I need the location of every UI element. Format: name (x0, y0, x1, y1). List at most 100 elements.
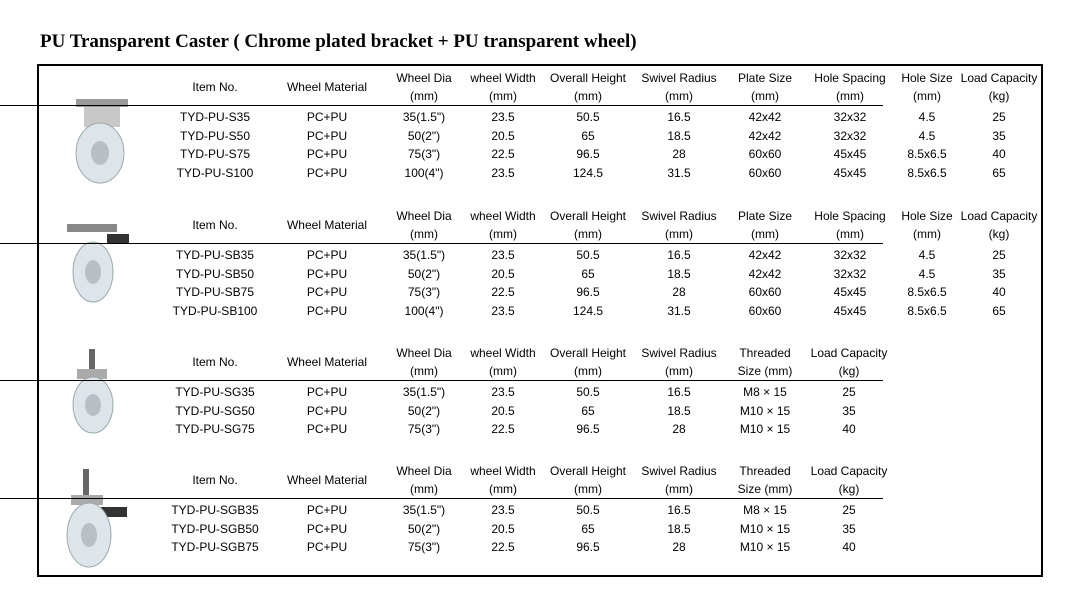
header-cell: Overall Height (549, 71, 627, 85)
table-cell: 8.5x6.5 (907, 147, 947, 162)
table-cell: 50(2") (407, 521, 441, 536)
table-cell: PC+PU (306, 285, 348, 300)
header-cell: (mm) (410, 227, 438, 241)
table-cell: 42x42 (748, 248, 782, 262)
table-cell: 35(1.5") (402, 248, 446, 262)
table-cell: 75(3") (407, 147, 441, 162)
header-cell: (mm) (836, 227, 864, 241)
header-cell: Swivel Radius (641, 346, 717, 360)
table-cell: 32x32 (833, 128, 867, 143)
caster-image (75, 99, 128, 184)
header-cell: Swivel Radius (641, 464, 717, 478)
header-cell: Swivel Radius (641, 71, 717, 85)
table-cell: 50(2") (407, 403, 441, 418)
table-cell: 40 (842, 540, 856, 555)
table-cell: PC+PU (306, 403, 348, 418)
table-cell: PC+PU (306, 147, 348, 162)
separator (0, 243, 883, 244)
header-cell: Size (mm) (737, 482, 793, 496)
table-cell: 32x32 (833, 248, 867, 262)
header-cell: wheel Width (470, 209, 536, 223)
caster-image (66, 469, 127, 568)
table-cell: 23.5 (491, 165, 515, 180)
table-cell: 96.5 (576, 285, 600, 300)
table-cell: 20.5 (491, 266, 515, 281)
header-cell: Threaded (739, 464, 791, 478)
header-cell: Wheel Dia (396, 209, 452, 223)
header-cell: (mm) (665, 364, 693, 378)
header-cell: (mm) (665, 89, 693, 103)
header-cell: Hole Size (901, 209, 953, 223)
table-cell: TYD-PU-SGB75 (171, 540, 259, 555)
table-cell: 16.5 (667, 385, 691, 399)
header-cell: Wheel Material (286, 218, 368, 232)
table-cell: 8.5x6.5 (907, 165, 947, 180)
table-cell: 18.5 (667, 266, 691, 281)
header-cell: Item No. (192, 355, 238, 369)
header-cell: Item No. (192, 473, 238, 487)
header-cell: Overall Height (549, 464, 627, 478)
table-cell: 60x60 (748, 303, 782, 318)
table-cell: PC+PU (306, 110, 348, 124)
table-cell: PC+PU (306, 128, 348, 143)
table-cell: TYD-PU-S35 (179, 110, 251, 124)
table-cell: 8.5x6.5 (907, 303, 947, 318)
table-cell: 28 (672, 285, 686, 300)
table-cell: 45x45 (833, 165, 867, 180)
header-cell: wheel Width (470, 346, 536, 360)
header-cell: (mm) (489, 227, 517, 241)
header-cell: (mm) (574, 227, 602, 241)
caster-image (72, 349, 114, 434)
header-cell: (mm) (489, 482, 517, 496)
table-cell: 124.5 (572, 165, 604, 180)
table-cell: 18.5 (667, 128, 691, 143)
header-cell: Threaded (739, 346, 791, 360)
table-cell: 75(3") (407, 540, 441, 555)
table-cell: 40 (842, 422, 856, 437)
table-cell: 60x60 (748, 285, 782, 300)
table-cell: 65 (581, 403, 595, 418)
header-cell: Hole Size (901, 71, 953, 85)
table-cell: 65 (581, 128, 595, 143)
table-cell: 50.5 (576, 248, 600, 262)
table-cell: PC+PU (306, 422, 348, 437)
header-cell: (mm) (574, 364, 602, 378)
header-cell: (mm) (410, 482, 438, 496)
table-cell: 35 (992, 266, 1006, 281)
table-cell: 23.5 (491, 503, 515, 517)
table-cell: TYD-PU-SGB50 (171, 521, 259, 536)
table-cell: 18.5 (667, 403, 691, 418)
table-cell: TYD-PU-SB100 (172, 303, 258, 318)
table-cell: 32x32 (833, 110, 867, 124)
table-cell: 20.5 (491, 403, 515, 418)
table-cell: 22.5 (491, 285, 515, 300)
table-cell: 23.5 (491, 248, 515, 262)
table-cell: 60x60 (748, 147, 782, 162)
table-cell: 16.5 (667, 110, 691, 124)
header-cell: (mm) (410, 364, 438, 378)
header-cell: Wheel Material (286, 80, 368, 94)
header-cell: Plate Size (737, 71, 793, 85)
table-cell: 45x45 (833, 285, 867, 300)
header-cell: Item No. (192, 80, 238, 94)
table-cell: 65 (581, 266, 595, 281)
table-cell: TYD-PU-SG50 (175, 403, 255, 418)
table-cell: M10 × 15 (739, 521, 791, 536)
table-cell: 40 (992, 285, 1006, 300)
table-cell: 40 (992, 147, 1006, 162)
table-cell: PC+PU (306, 385, 348, 399)
table-cell: 25 (842, 503, 856, 517)
header-cell: wheel Width (470, 71, 536, 85)
table-cell: 96.5 (576, 147, 600, 162)
frame (37, 64, 1043, 577)
table-cell: 31.5 (667, 165, 691, 180)
table-cell: 35 (842, 521, 856, 536)
header-cell: Wheel Dia (396, 71, 452, 85)
header-cell: (mm) (574, 89, 602, 103)
table-cell: TYD-PU-SB35 (175, 248, 255, 262)
header-cell: (mm) (836, 89, 864, 103)
header-cell: Wheel Dia (396, 464, 452, 478)
table-cell: TYD-PU-SG75 (175, 422, 255, 437)
header-cell: Item No. (192, 218, 238, 232)
